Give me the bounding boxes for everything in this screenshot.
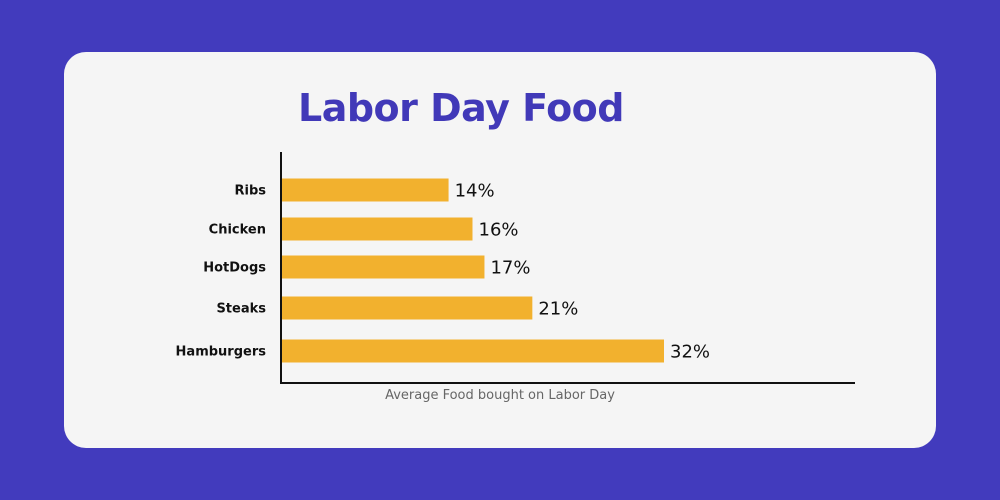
bar-chicken [281, 217, 473, 241]
value-label: 21% [538, 299, 578, 320]
value-label: 32% [670, 342, 710, 363]
value-label: 17% [490, 258, 530, 279]
bar-steaks [281, 296, 533, 320]
category-label: HotDogs [203, 261, 266, 276]
category-label: Hamburgers [176, 345, 267, 360]
bar-hotdogs [281, 255, 485, 279]
category-label: Ribs [234, 184, 266, 199]
category-label: Chicken [209, 223, 266, 238]
chart-title: Labor Day Food [298, 86, 624, 130]
value-label: 14% [455, 181, 495, 202]
value-label: 16% [479, 220, 519, 241]
category-label: Steaks [216, 302, 266, 317]
bar-ribs [281, 178, 449, 202]
bar-hamburgers [281, 339, 664, 363]
x-axis-label: Average Food bought on Labor Day [385, 388, 615, 403]
